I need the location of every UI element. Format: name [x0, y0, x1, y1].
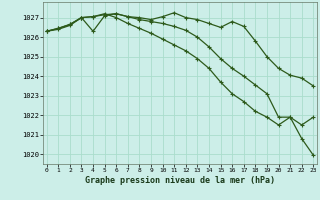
X-axis label: Graphe pression niveau de la mer (hPa): Graphe pression niveau de la mer (hPa) — [85, 176, 275, 185]
